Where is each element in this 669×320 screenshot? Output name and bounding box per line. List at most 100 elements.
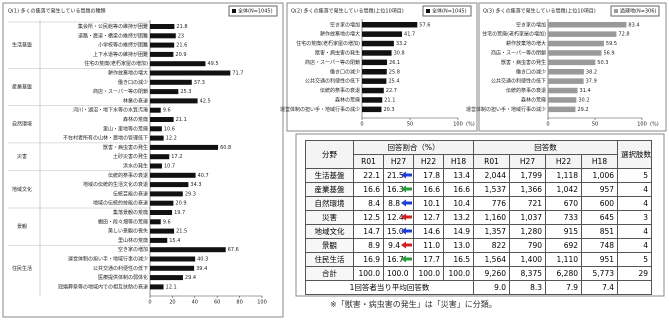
bar [150,172,196,178]
row-label: 合計 [305,266,354,281]
bar [150,154,170,160]
table-row: 生活基盤 22.1 21.5 17.8 13.4 2,044 1,799 1,118 1,006… [305,168,653,183]
x-tick-label: 100 [453,122,463,128]
chart-title: Q(1) 多くの集落で発生している問題の種類 [8,8,105,15]
category-label: 医療提供体制の弱体化 [98,274,148,281]
bar [150,42,175,48]
bar [150,79,192,85]
period-header: H27 [383,154,414,169]
group-label: 災害 [17,153,27,160]
bar [548,106,576,113]
bar [548,22,627,28]
legend-label: 過疎地(N=306) [620,8,656,15]
bar [150,256,196,262]
category-label: 公共交通の利便性の低下 [305,78,360,85]
bar [150,182,189,188]
value-label: 41.7 [404,32,415,38]
category-label: 運営体制の担い手・地域行事の減少 [280,106,360,113]
group-label: 自然環境 [12,121,32,128]
row-label: 産業基盤 [305,182,354,197]
value-label: 21.1 [176,117,187,123]
value-label: 20.9 [175,52,186,58]
x-axis-label: (%) [650,122,659,128]
row-label: 地域文化 [305,224,354,239]
arrow [401,185,412,193]
category-label: 冠婚葬祭等の地域内での相互扶助の衰退 [58,283,148,290]
category-label: 運営体制の担い手・地域行事の減少 [466,106,546,113]
value-label: 15.4 [169,238,180,244]
bar [548,31,617,37]
category-label: 空き家の増加 [118,246,148,253]
value-label: 12.2 [166,136,177,142]
arrow [401,227,412,235]
value-label: 49.5 [207,61,218,67]
category-label: 住宅の荒廃(老朽家屋の増加) [296,40,360,47]
category-label: 伝統的祭事の衰退 [320,87,360,94]
category-label: 上下水道等の維持が困難 [93,51,148,58]
bar [548,40,604,47]
group-label: 景観 [17,223,27,230]
bar [150,265,195,271]
value-label: 20.3 [383,107,394,113]
group-label: 住民生活 [12,265,32,272]
table-panel [295,133,665,297]
value-label: 29.3 [185,191,196,197]
bar [548,69,584,75]
note: ※「獣害・病虫害の発生」は「災害」に分類。 [330,300,497,309]
value-label: 10.7 [164,164,175,170]
table-cell: 5 [617,252,653,267]
chart-title: Q(3) 多くの集落で発生している問題(上位10項目) [483,8,596,15]
value-label: 22.7 [386,88,397,94]
table-row: 地域文化 14.7 15.0 14.6 14.9 1,357 1,280 915 851 4 [305,224,653,239]
bar [362,87,384,94]
value-label: 21.5 [176,229,187,235]
category-label: 森林の荒廃 [521,96,546,103]
left-panel [2,2,284,318]
footer-empty [617,280,653,295]
category-label: 運営体制の担い手・地域行事の減少 [68,256,148,263]
x-tick-label: 100 [257,300,267,306]
bar [548,50,602,56]
footer-label: 1回答者当り平均回答数 [304,280,475,295]
arrow [401,199,412,207]
bar [150,61,206,67]
value-label: 25.3 [180,89,191,95]
value-label: 67.6 [228,247,239,253]
table-row: 住民生活 16.9 16.7 17.7 16.5 1,564 1,400 1,110 951 5 [305,252,653,267]
bar [150,126,162,132]
category-label: 住宅の荒廃(老朽家屋の増加) [84,60,148,67]
table-row: 合計 100.0 100.0 100.0 100.0 9,260 8,375 6,280 5,7… [305,266,653,281]
category-label: 公共交通の利便性の低下 [93,265,148,272]
period-header: H22 [413,154,444,169]
value-label: 12.1 [166,284,177,290]
value-label: 59.5 [606,41,617,47]
category-label: 集会所・公民館等の維持が困難 [78,23,148,30]
category-label: 伝統芸能の衰退 [113,190,148,197]
group-label: 地域文化 [12,186,32,193]
bar [150,284,164,290]
category-label: 空き家の増加 [516,21,546,28]
legend-label: 全体(N=1045) [238,8,273,15]
bar [150,219,161,225]
bar [150,191,183,197]
bar [362,31,403,37]
x-tick-label: 0 [148,300,151,306]
legend-box [610,5,660,17]
table-cell: 4 [617,224,653,239]
category-label: 耕作放棄地の増大 [108,70,148,77]
category-label: 伝統的祭事の衰退 [506,87,546,94]
value-label: 37.9 [586,79,597,85]
category-label: 里山・里地等の荒廃 [103,125,148,132]
value-label: 30.2 [578,97,589,103]
bar [150,237,168,243]
legend-label: 全体(N=1045) [432,8,467,15]
bar [150,210,173,215]
category-label: 集落景観の荒廃 [113,209,148,216]
period-header: R01 [473,154,511,169]
bar [150,51,174,57]
x-tick-label: 0 [546,122,549,128]
value-label: 29.4 [185,275,196,281]
bar [548,59,596,66]
